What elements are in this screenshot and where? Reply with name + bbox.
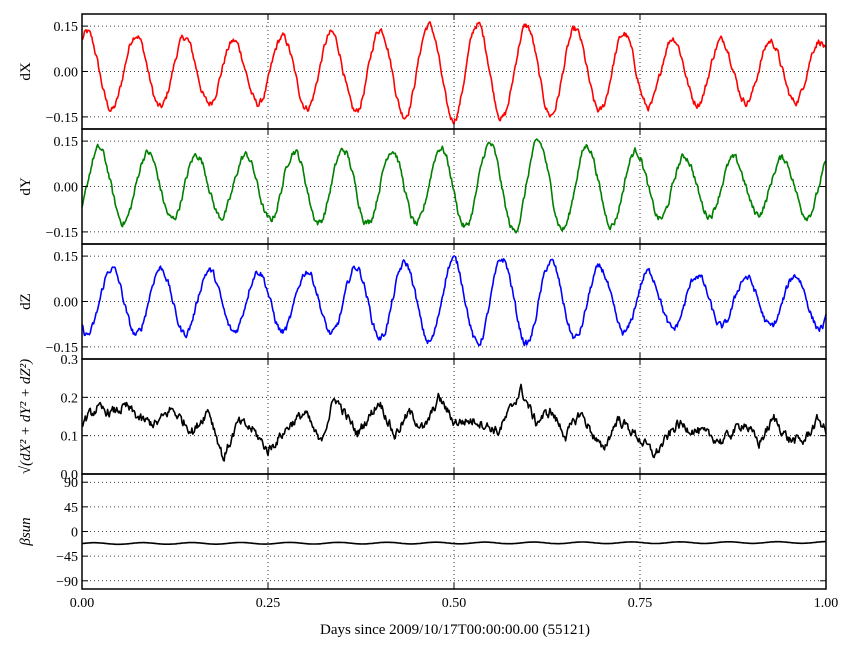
y-tick-label: −0.15 xyxy=(46,111,78,126)
y-tick-label: 45 xyxy=(64,501,78,516)
x-tick-label: 0.75 xyxy=(628,596,653,611)
y-tick-label: 0.00 xyxy=(54,181,79,196)
y-tick-label: −45 xyxy=(56,550,78,565)
y-tick-label: 0.15 xyxy=(54,20,79,35)
series-line xyxy=(81,138,827,234)
y-tick-label: −0.15 xyxy=(46,226,78,241)
y-tick-label: 0.0 xyxy=(61,468,79,483)
x-tick-label: 0.50 xyxy=(442,596,467,611)
y-axis-label: dY xyxy=(18,177,34,196)
y-tick-label: 0 xyxy=(71,526,78,541)
y-tick-label: 0.00 xyxy=(54,66,79,81)
series-line xyxy=(81,540,826,546)
series-line xyxy=(81,21,827,125)
subplot-1: −0.15 0.00 0.15 dX xyxy=(18,13,827,130)
x-tick-label: 1.00 xyxy=(814,596,839,611)
y-tick-label: 0.1 xyxy=(61,430,79,445)
x-tick-label: 0.00 xyxy=(70,596,95,611)
y-tick-label: 0.3 xyxy=(61,353,79,368)
y-axis-label: √(dX² + dY² + dZ²) xyxy=(18,359,34,474)
subplot-2: −0.15 0.00 0.15 dY xyxy=(18,128,827,245)
series-line xyxy=(81,383,827,462)
y-axis-label: dZ xyxy=(18,293,34,310)
subplot-5: −90 −45 0 45 90 βsun 0.00 0.25 0.50 0.75 1.00 xyxy=(18,473,839,611)
plot-frame xyxy=(81,358,827,475)
y-tick-label: 0.00 xyxy=(54,296,79,311)
y-tick-label: 0.2 xyxy=(61,391,79,406)
y-tick-label: 0.15 xyxy=(54,135,79,150)
subplot-stack: −0.150.000.15dX−0.150.000.15dY−0.150.000… xyxy=(18,13,839,611)
y-tick-label: 0.15 xyxy=(54,250,79,265)
x-tick-label: 0.25 xyxy=(256,596,281,611)
y-tick-label: 90 xyxy=(64,476,78,491)
subplot-4: 0.0 0.1 0.2 0.3 √(dX² + dY² + dZ²) xyxy=(18,353,827,483)
y-tick-label: −90 xyxy=(56,575,78,590)
y-tick-label: −0.15 xyxy=(46,341,78,356)
x-axis-label: Days since 2009/10/17T00:00:00.00 (55121… xyxy=(320,622,590,638)
series-line xyxy=(81,255,827,347)
subplot-3: −0.15 0.00 0.15 dZ xyxy=(18,243,827,360)
y-axis-label: βsun xyxy=(18,517,34,546)
y-axis-label: dX xyxy=(18,62,34,81)
